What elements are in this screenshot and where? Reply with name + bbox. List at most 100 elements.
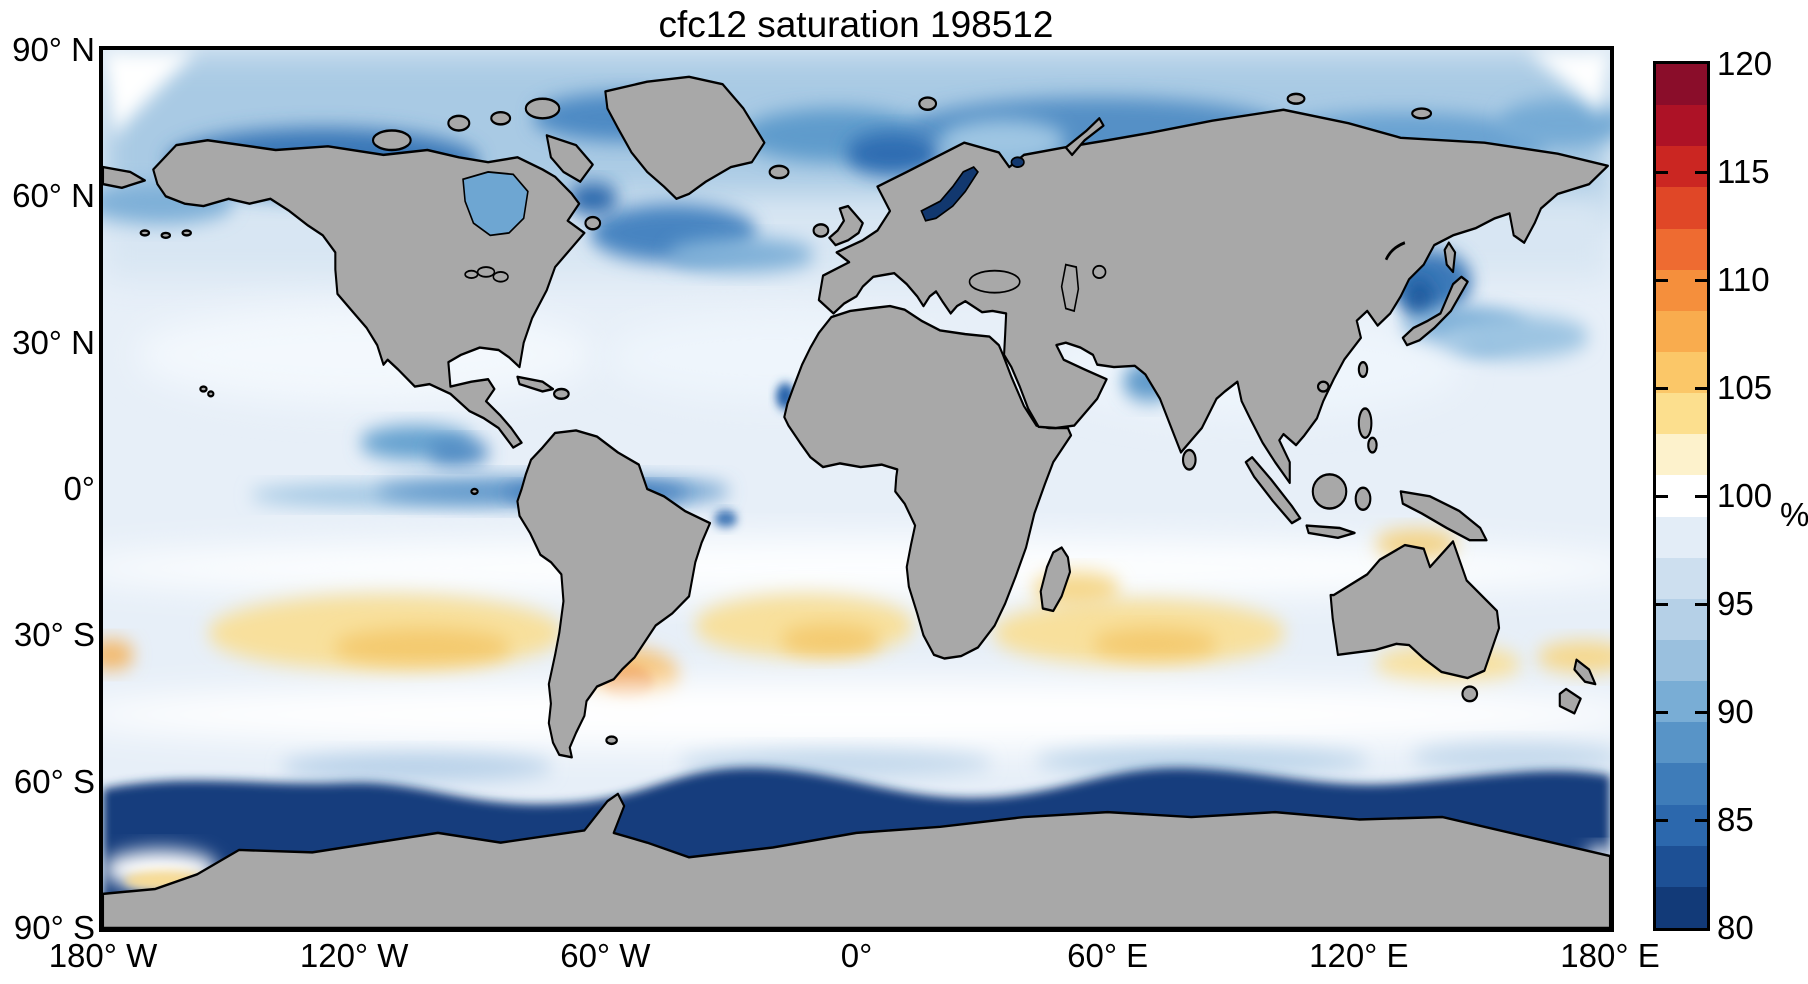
land-falklands (605, 735, 618, 746)
land-chukotka-west-edge (103, 165, 146, 190)
land-new-zealand-south (1558, 687, 1582, 715)
colorbar-band (1656, 804, 1707, 846)
colorbar-band (1656, 516, 1707, 558)
colorbar-tick (1695, 278, 1707, 282)
colorbar-band (1656, 64, 1707, 106)
land-taiwan (1357, 360, 1369, 379)
y-tick-label: 90° N (12, 31, 95, 68)
lake-baikal (1384, 241, 1406, 261)
land-eurasia (817, 108, 1609, 485)
chart-title: cfc12 saturation 198512 (658, 4, 1054, 45)
colorbar-tick-label: 110 (1717, 261, 1770, 298)
colorbar-band (1656, 351, 1707, 394)
land-hainan (1316, 380, 1330, 393)
great-lakes (476, 266, 496, 278)
y-tick-label: 60° N (12, 177, 95, 215)
colorbar-tick (1656, 818, 1668, 822)
colorbar-tick (1695, 818, 1707, 822)
x-tick-label: 0° (840, 937, 873, 974)
black-sea (968, 269, 1021, 294)
land-ellesmere (524, 97, 561, 120)
colorbar-tick-label: 105 (1717, 369, 1773, 406)
land-australia (1329, 540, 1501, 680)
colorbar-tick-label: 120 (1717, 45, 1773, 82)
x-tick-label: 180° E (1560, 937, 1660, 974)
land-sulawesi (1354, 486, 1372, 511)
colorbar-band (1656, 105, 1707, 147)
land-newfoundland (584, 215, 602, 231)
y-tick-label: 60° S (13, 762, 95, 800)
land-philippines (1357, 407, 1373, 440)
colorbar-tick-label: 85 (1717, 801, 1754, 838)
y-tick-label: 90° S (13, 909, 95, 946)
colorbar-tick (1695, 710, 1707, 714)
colorbar-tick (1695, 170, 1707, 174)
land-south-america (516, 429, 712, 759)
land-antarctica (103, 792, 1610, 928)
colorbar-band (1656, 722, 1707, 764)
land-victoria-island (371, 129, 412, 152)
colorbar-tick-label: 90 (1717, 693, 1754, 730)
x-tick-label: 60° W (560, 937, 651, 974)
colorbar-band (1656, 639, 1707, 682)
map-plot-area (99, 46, 1614, 932)
land-uk (828, 204, 864, 247)
land-madagascar (1039, 546, 1072, 613)
white-sea (1010, 156, 1025, 168)
land-java (1305, 524, 1356, 539)
colorbar-tick (1656, 602, 1668, 606)
colorbar-band (1656, 393, 1707, 435)
land-cuba (516, 375, 555, 393)
land-greenland (604, 75, 766, 200)
colorbar-band (1656, 886, 1707, 928)
colorbar-band (1656, 434, 1707, 476)
land-baffin-island (545, 134, 594, 183)
colorbar-band (1656, 557, 1707, 599)
colorbar-band (1656, 146, 1707, 188)
colorbar-band (1656, 228, 1707, 270)
colorbar-band (1656, 269, 1707, 311)
land-ireland (812, 223, 830, 238)
colorbar-units-label: % (1780, 496, 1808, 533)
y-tick-label: 30° S (13, 616, 95, 654)
colorbar-band (1656, 187, 1707, 229)
land-hispaniola (553, 387, 570, 400)
x-tick-label: 60° E (1067, 937, 1149, 974)
y-tick-label: 30° N (12, 323, 95, 361)
colorbar-tick (1656, 494, 1668, 498)
colorbar-band (1656, 310, 1707, 352)
colorbar-tick (1656, 170, 1668, 174)
x-tick-label: 120° E (1309, 937, 1409, 974)
colorbar-band (1656, 763, 1707, 805)
land-iceland (768, 164, 790, 180)
colorbar-tick (1656, 386, 1668, 390)
land-sakhalin (1443, 241, 1457, 274)
land-sri-lanka (1181, 448, 1197, 471)
caspian-sea (1060, 263, 1080, 313)
colorbar-tick-label: 80 (1717, 909, 1754, 946)
land-borneo (1311, 473, 1348, 510)
colorbar-tick (1695, 386, 1707, 390)
y-tick-label: 0° (63, 470, 95, 507)
inland-seas (462, 156, 1406, 313)
land-tasmania (1461, 685, 1479, 703)
hudson-bay (462, 171, 529, 237)
land-new-guinea (1399, 490, 1488, 542)
colorbar-tick-label: 115 (1717, 153, 1770, 190)
baltic-sea (920, 165, 979, 222)
colorbar-tick (1695, 602, 1707, 606)
colorbar-tick (1656, 710, 1668, 714)
land-novaya-zemlya (1064, 117, 1105, 157)
land-africa (783, 304, 1073, 660)
colorbar-tick (1656, 278, 1668, 282)
world-map (103, 50, 1610, 928)
colorbar-band (1656, 598, 1707, 640)
aral-sea (1092, 264, 1107, 279)
colorbar-band (1656, 681, 1707, 723)
colorbar-tick (1695, 494, 1707, 498)
land-sumatra (1244, 456, 1302, 525)
x-tick-label: 120° W (299, 937, 409, 974)
x-tick-label: 180° W (48, 937, 158, 974)
land-japan (1401, 275, 1469, 347)
